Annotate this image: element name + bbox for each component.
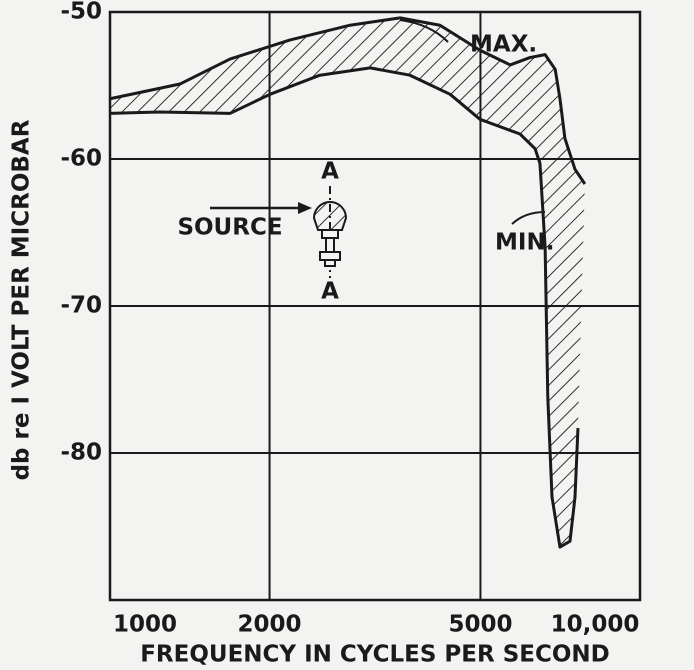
source-label: SOURCE: [177, 215, 282, 241]
y-axis-label: db re I VOLT PER MICROBAR: [9, 119, 35, 480]
series-label: MAX.: [470, 32, 537, 58]
page: {"chart_data": {"type": "line", "x_label…: [0, 0, 694, 670]
series-line: [110, 68, 578, 547]
source-arrowhead: [298, 202, 312, 214]
x-axis-label: FREQUENCY IN CYCLES PER SECOND: [140, 642, 610, 668]
x-tick-label: 1000: [113, 612, 177, 638]
y-tick-label: -70: [60, 293, 102, 319]
y-tick-label: -50: [60, 0, 102, 25]
x-tick-label: 10,000: [551, 612, 640, 638]
min-arrow: [512, 212, 545, 224]
axis-a-label: A: [321, 159, 339, 185]
range-hatch: [110, 18, 585, 547]
y-tick-label: -80: [60, 440, 102, 466]
series-label: MIN.: [495, 230, 554, 256]
chart: FREQUENCY IN CYCLES PER SECOND db re I V…: [0, 0, 694, 670]
x-tick-label: 2000: [238, 612, 302, 638]
x-tick-label: 5000: [448, 612, 512, 638]
y-tick-label: -60: [60, 146, 102, 172]
axis-a-label: A: [321, 279, 339, 305]
source-icon: [314, 202, 346, 266]
